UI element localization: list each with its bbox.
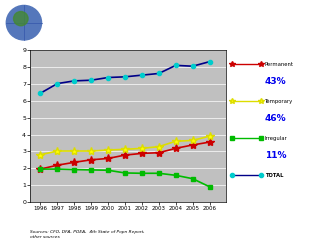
Circle shape [14,11,28,26]
Text: TOTAL: TOTAL [265,173,283,178]
Text: Stock Estimates of Filipinos Overseas: Stock Estimates of Filipinos Overseas [76,9,288,19]
Text: Permanent: Permanent [265,62,294,67]
Text: Sources: CFO, DFA, POEA,  4th State of Popn Report,
other sources: Sources: CFO, DFA, POEA, 4th State of Po… [30,230,145,239]
Text: (in M)%3.6-  ave growth rate: (in M)%3.6- ave growth rate [100,30,263,40]
Text: Irregular: Irregular [265,136,288,141]
Text: Temporary: Temporary [265,99,293,104]
Circle shape [6,5,41,40]
Text: 46%: 46% [265,114,286,123]
Text: 11%: 11% [265,151,286,160]
Text: 43%: 43% [265,77,286,86]
